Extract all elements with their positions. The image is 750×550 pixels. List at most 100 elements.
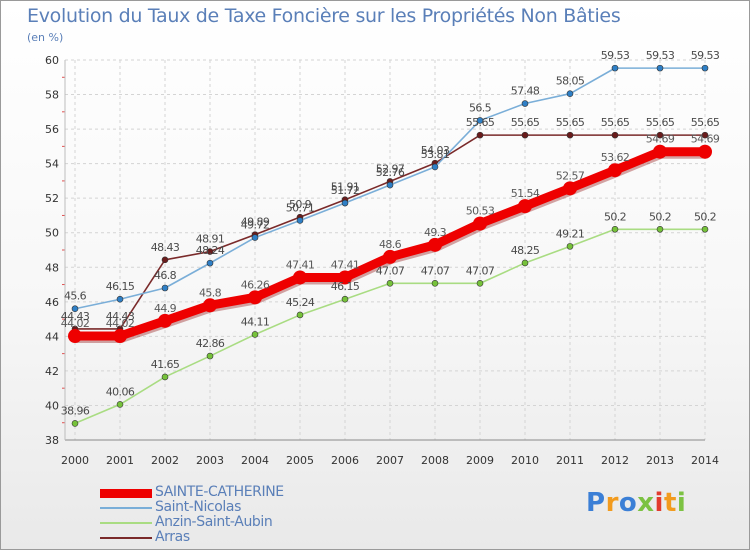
- data-point: [161, 373, 169, 381]
- legend-swatch: [100, 488, 152, 498]
- data-label: 52.97: [376, 162, 405, 175]
- data-point: [566, 90, 574, 97]
- x-tick-label: 2008: [421, 454, 449, 467]
- x-tick-label: 2012: [601, 454, 629, 467]
- data-point: [521, 259, 529, 267]
- data-point: [116, 401, 124, 408]
- data-point: [158, 313, 172, 328]
- data-point: [563, 181, 577, 196]
- data-label: 50.71: [286, 201, 315, 214]
- x-tick-label: 2003: [196, 454, 224, 467]
- data-label: 50.2: [604, 210, 626, 223]
- y-tick-label: 56: [45, 123, 59, 136]
- data-point: [113, 329, 127, 344]
- x-tick-label: 2006: [331, 454, 359, 467]
- data-point: [611, 225, 619, 233]
- data-label: 46.15: [331, 280, 360, 293]
- data-label: 55.65: [601, 116, 630, 129]
- data-label: 41.65: [151, 358, 180, 371]
- data-point: [473, 216, 487, 231]
- data-label: 46.15: [106, 280, 135, 293]
- data-point: [68, 329, 82, 344]
- x-tick-label: 2005: [286, 454, 314, 467]
- legend-item: Arras: [100, 529, 340, 546]
- x-tick-label: 2000: [61, 454, 89, 467]
- data-label: 54.03: [421, 144, 450, 157]
- data-point: [383, 249, 397, 264]
- data-label: 49.89: [241, 216, 270, 229]
- y-tick-label: 40: [45, 399, 59, 412]
- legend-label: SAINTE-CATHERINE: [155, 484, 284, 500]
- data-label: 47.07: [376, 264, 405, 277]
- data-point: [161, 256, 169, 264]
- data-label: 58.05: [556, 75, 585, 88]
- data-label: 45.6: [64, 290, 87, 303]
- data-point: [701, 225, 709, 233]
- data-point: [656, 64, 664, 72]
- data-point: [656, 131, 664, 139]
- data-label: 47.41: [286, 258, 315, 271]
- data-label: 53.62: [601, 151, 630, 164]
- data-label: 49.72: [241, 219, 270, 232]
- data-point: [476, 280, 484, 287]
- legend-swatch: [100, 507, 152, 509]
- data-point: [251, 331, 259, 338]
- data-point: [206, 248, 214, 255]
- x-tick-label: 2010: [511, 454, 539, 467]
- data-point: [338, 270, 352, 285]
- data-point: [206, 352, 214, 360]
- data-point: [116, 295, 124, 303]
- data-point: [521, 100, 529, 107]
- data-point: [608, 163, 622, 178]
- data-point: [431, 280, 439, 287]
- data-point: [293, 270, 307, 285]
- data-label: 47.07: [421, 264, 450, 277]
- data-point: [251, 234, 259, 241]
- data-label: 47.41: [331, 258, 360, 271]
- data-label: 50.2: [649, 210, 671, 223]
- data-label: 59.53: [601, 49, 630, 62]
- y-tick-label: 50: [45, 227, 59, 240]
- legend-item: Saint-Nicolas: [100, 499, 340, 516]
- data-point: [566, 243, 574, 250]
- data-point: [656, 225, 664, 233]
- data-label: 56.5: [469, 101, 492, 114]
- data-label: 50.53: [466, 205, 495, 218]
- data-label: 55.65: [691, 116, 720, 129]
- data-point: [161, 284, 169, 292]
- data-label: 48.24: [196, 244, 225, 257]
- data-label: 50.9: [289, 198, 312, 211]
- y-tick-label: 44: [45, 330, 59, 343]
- data-label: 38.96: [61, 404, 90, 417]
- data-point: [701, 131, 709, 139]
- data-label: 51.91: [331, 181, 360, 194]
- data-label: 45.8: [199, 286, 222, 299]
- data-point: [476, 117, 484, 124]
- y-tick-label: 52: [45, 192, 59, 205]
- y-tick-label: 48: [45, 261, 59, 274]
- x-tick-label: 2007: [376, 454, 404, 467]
- data-point: [296, 217, 304, 224]
- x-tick-label: 2013: [646, 454, 674, 467]
- data-point: [341, 295, 349, 303]
- data-label: 46.26: [241, 278, 270, 291]
- data-point: [653, 144, 667, 159]
- y-tick-label: 38: [45, 434, 59, 447]
- data-point: [386, 280, 394, 287]
- data-label: 47.07: [466, 264, 495, 277]
- legend-label: Arras: [155, 529, 190, 545]
- data-label: 57.48: [511, 85, 540, 98]
- data-point: [476, 131, 484, 139]
- data-point: [518, 199, 532, 214]
- data-label: 59.53: [691, 49, 720, 62]
- data-label: 44.02: [106, 317, 135, 330]
- data-label: 44.9: [154, 302, 177, 315]
- data-label: 52.57: [556, 169, 585, 182]
- data-label: 49.21: [556, 227, 585, 240]
- data-label: 55.65: [466, 116, 495, 129]
- data-point: [431, 163, 439, 171]
- legend-label: Anzin-Saint-Aubin: [155, 514, 273, 530]
- data-label: 55.65: [646, 116, 675, 129]
- data-label: 44.43: [61, 310, 90, 323]
